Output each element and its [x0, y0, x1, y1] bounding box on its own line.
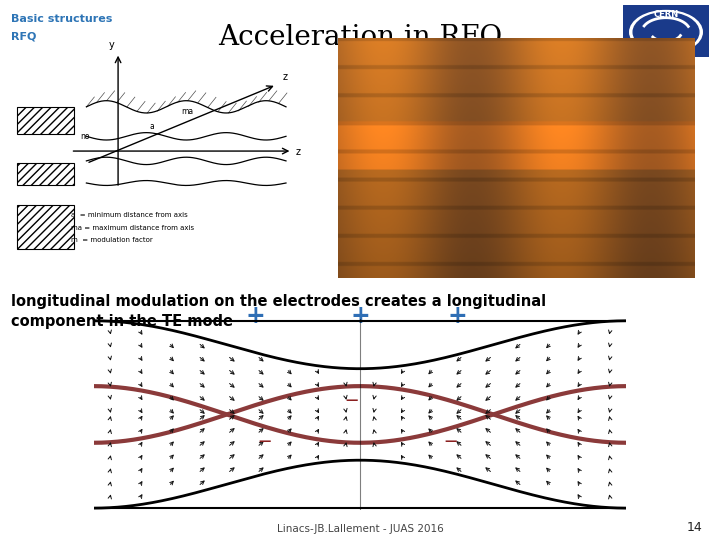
- Text: —: —: [258, 435, 270, 448]
- Circle shape: [630, 10, 702, 53]
- Bar: [17, 205, 73, 249]
- Text: no: no: [80, 132, 89, 141]
- Text: CERN: CERN: [653, 10, 679, 19]
- Text: +: +: [447, 304, 467, 328]
- Circle shape: [633, 12, 699, 51]
- Text: Basic structures: Basic structures: [11, 14, 112, 24]
- Text: —: —: [346, 394, 358, 407]
- Text: Acceleration in RFQ: Acceleration in RFQ: [218, 24, 502, 51]
- Text: z: z: [283, 72, 288, 82]
- Text: +: +: [350, 304, 370, 328]
- Text: z: z: [295, 147, 300, 157]
- Text: 14: 14: [686, 521, 702, 534]
- Bar: [17, 107, 73, 134]
- Text: y: y: [109, 40, 114, 50]
- Text: a  = minimum distance from axis: a = minimum distance from axis: [71, 212, 187, 218]
- Text: Linacs-JB.Lallement - JUAS 2016: Linacs-JB.Lallement - JUAS 2016: [276, 523, 444, 534]
- Text: component in the TE mode: component in the TE mode: [11, 314, 233, 329]
- Text: +: +: [246, 304, 266, 328]
- Text: RFQ: RFQ: [11, 31, 36, 42]
- Text: a: a: [150, 122, 155, 131]
- Text: longitudinal modulation on the electrodes creates a longitudinal: longitudinal modulation on the electrode…: [11, 294, 546, 309]
- Bar: [17, 163, 73, 185]
- Text: ma = maximum distance from axis: ma = maximum distance from axis: [71, 225, 194, 231]
- Text: m  = modulation factor: m = modulation factor: [71, 237, 153, 243]
- Text: ma: ma: [181, 107, 194, 116]
- Text: —: —: [444, 435, 456, 448]
